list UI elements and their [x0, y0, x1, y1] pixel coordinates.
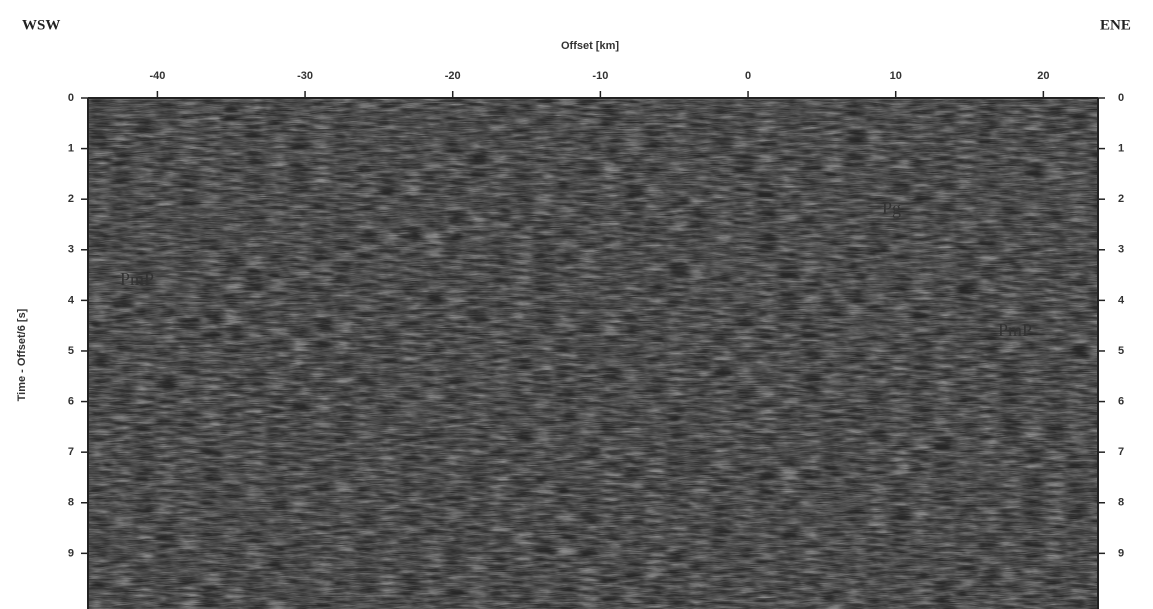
y-tick-label-right: 1 [1118, 143, 1124, 155]
x-tick-label: 0 [745, 70, 751, 82]
right-direction: ENE [1100, 17, 1131, 33]
x-tick-label: -20 [445, 70, 461, 82]
phase-annotation: PmP [120, 269, 154, 289]
section-texture-dark [89, 100, 1099, 609]
left-direction: WSW [22, 17, 60, 33]
phase-annotation: Pg [882, 198, 901, 218]
y-tick-label-right: 0 [1118, 92, 1124, 104]
y-tick-label-left: 7 [68, 446, 74, 458]
y-tick-label-left: 4 [68, 294, 75, 306]
phase-annotation: PmP [998, 320, 1032, 340]
y-tick-label-left: 0 [68, 92, 74, 104]
y-tick-label-right: 2 [1118, 193, 1124, 205]
plot-area [88, 98, 1099, 609]
y-tick-label-right: 6 [1118, 395, 1124, 407]
y-tick-label-right: 8 [1118, 497, 1124, 509]
chart: WSW ENE Offset [km] Time - Offset/6 [s] … [0, 0, 1153, 609]
y-tick-label-right: 3 [1118, 244, 1124, 256]
y-tick-label-left: 5 [68, 345, 74, 357]
x-tick-label: -30 [297, 70, 313, 82]
x-tick-label: 10 [890, 70, 902, 82]
y-tick-label-right: 7 [1118, 446, 1124, 458]
y-tick-label-left: 3 [68, 244, 74, 256]
y-tick-label-left: 9 [68, 547, 74, 559]
x-tick-label: -10 [592, 70, 608, 82]
y-tick-label-left: 8 [68, 497, 74, 509]
y-tick-label-left: 1 [68, 143, 74, 155]
y-tick-label-right: 5 [1118, 345, 1124, 357]
y-axis-label: Time - Offset/6 [s] [16, 308, 28, 401]
y-tick-label-right: 4 [1118, 294, 1125, 306]
y-tick-label-right: 9 [1118, 547, 1124, 559]
y-tick-label-left: 6 [68, 395, 74, 407]
x-tick-label: 20 [1037, 70, 1049, 82]
x-tick-label: -40 [149, 70, 165, 82]
x-axis-label: Offset [km] [561, 40, 619, 52]
y-tick-label-left: 2 [68, 193, 74, 205]
